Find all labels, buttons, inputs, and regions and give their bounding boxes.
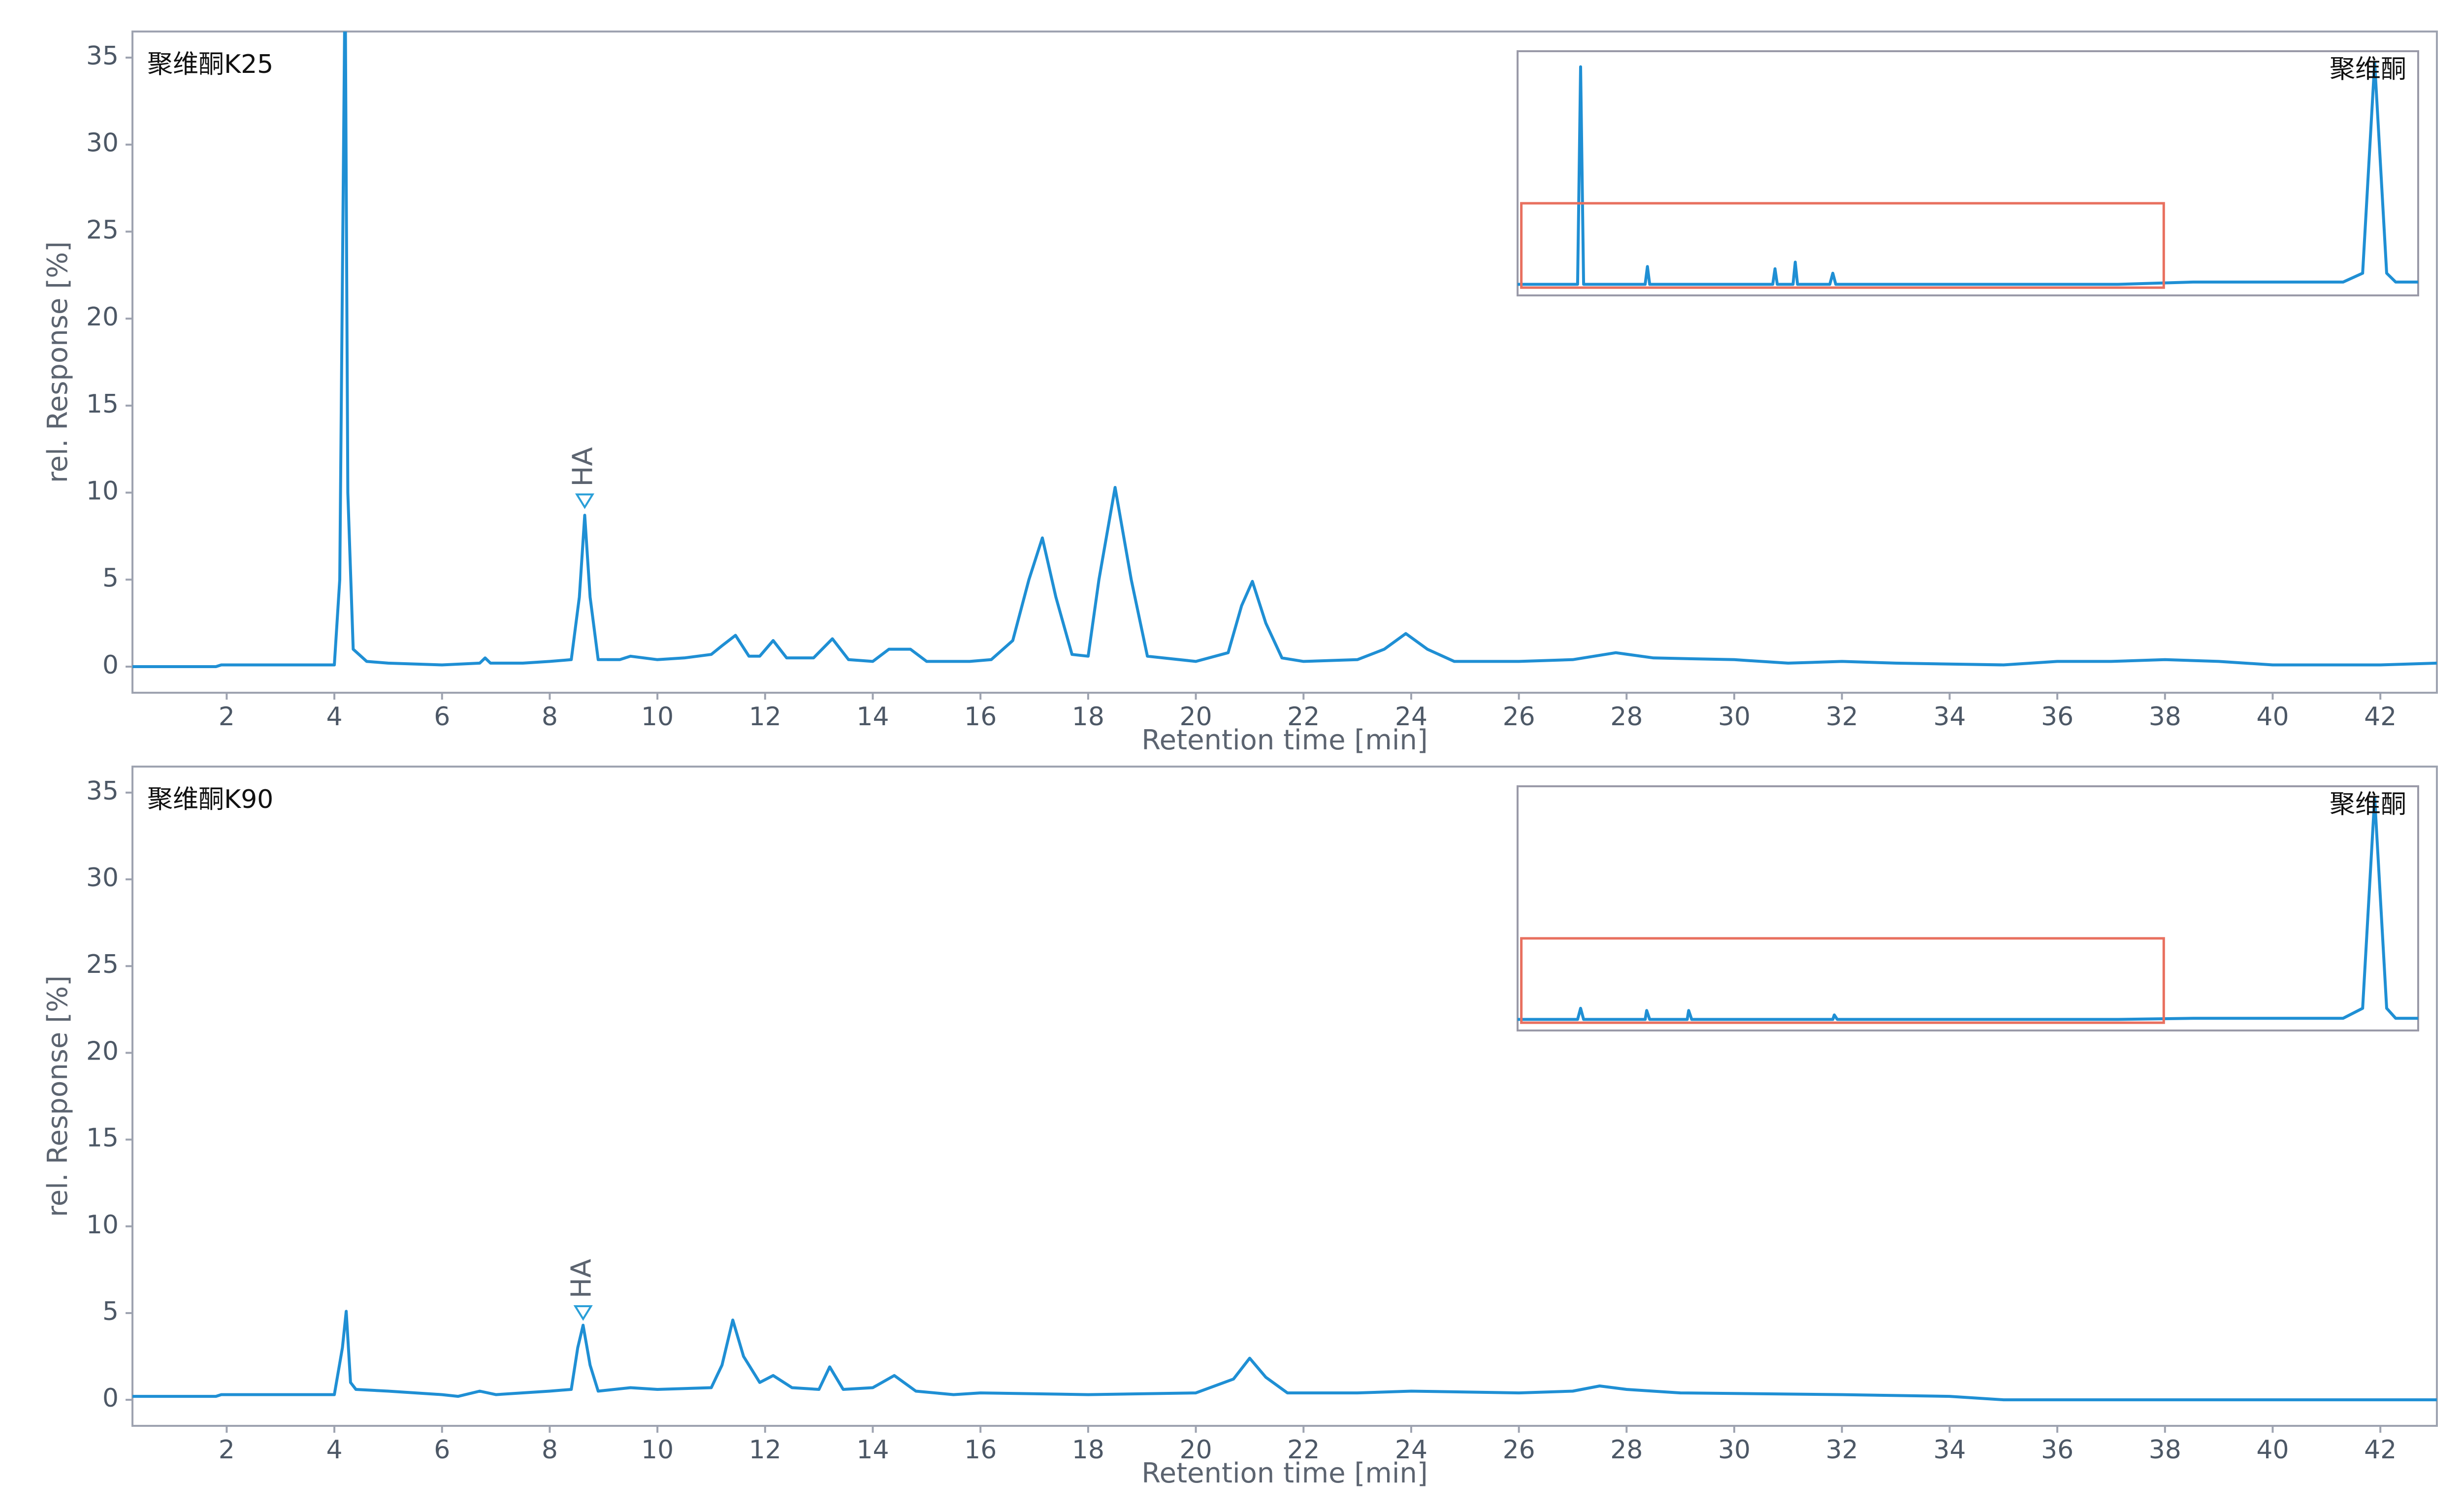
x-tick-label: 38 [2149,702,2181,732]
y-axis-label: rel. Response [%] [42,975,74,1217]
x-tick-label: 10 [641,702,674,732]
y-tick-label: 20 [86,302,119,332]
trace [1518,796,2418,1021]
x-tick-label: 38 [2149,1435,2181,1465]
x-tick-label: 34 [1933,702,1966,732]
y-tick-label: 30 [86,129,119,158]
x-tick-label: 24 [1395,1435,1427,1465]
x-tick-label: 2 [219,702,235,732]
x-tick-label: 40 [2256,1435,2289,1465]
zoom-box [1520,202,2165,289]
y-tick-label: 15 [86,389,119,419]
x-tick-label: 42 [2364,702,2397,732]
x-tick-label: 10 [641,1435,674,1465]
zoom-box [1520,937,2165,1024]
x-axis-label: Retention time [min] [1141,1457,1427,1489]
y-tick-label: 0 [102,650,119,680]
x-tick-label: 30 [1718,1435,1750,1465]
x-tick-label: 14 [856,702,889,732]
x-tick-label: 18 [1072,1435,1104,1465]
y-axis-label: rel. Response [%] [42,241,74,483]
x-tick-label: 36 [2041,1435,2073,1465]
plot-frame [131,31,2438,694]
y-tick-label: 35 [86,41,119,71]
y-tick-label: 20 [86,1036,119,1066]
x-tick-label: 6 [434,1435,450,1465]
x-tick-label: 12 [749,702,781,732]
x-tick-label: 2 [219,1435,235,1465]
x-tick-label: 32 [1826,702,1858,732]
x-tick-label: 12 [749,1435,781,1465]
y-tick-label: 10 [86,1210,119,1240]
x-tick-label: 36 [2041,702,2073,732]
x-tick-label: 40 [2256,702,2289,732]
y-tick-label: 35 [86,776,119,806]
peak-marker [575,493,595,510]
inset-label: 聚维酮 [2330,55,2406,84]
x-axis-label: Retention time [min] [1141,724,1427,756]
x-tick-label: 22 [1287,1435,1320,1465]
x-tick-label: 8 [542,1435,558,1465]
x-tick-label: 8 [542,702,558,732]
y-tick-label: 10 [86,477,119,506]
y-tick-label: 5 [102,563,119,593]
plot-frame [131,766,2438,1427]
x-tick-label: 30 [1718,702,1750,732]
peak-marker [573,1305,593,1321]
y-tick-label: 0 [102,1383,119,1413]
peak-annotation: HA [567,447,599,486]
trace [132,1310,2437,1402]
sample-label: 聚维酮K90 [147,785,273,814]
sample-label: 聚维酮K25 [147,50,273,79]
x-tick-label: 4 [326,1435,342,1465]
x-tick-label: 14 [856,1435,889,1465]
inset-label: 聚维酮 [2330,790,2406,819]
x-tick-label: 24 [1395,702,1427,732]
x-tick-label: 22 [1287,702,1320,732]
x-tick-label: 32 [1826,1435,1858,1465]
x-tick-label: 34 [1933,1435,1966,1465]
x-tick-label: 16 [964,702,997,732]
x-tick-label: 4 [326,702,342,732]
x-tick-label: 42 [2364,1435,2397,1465]
inset-frame [1517,785,2419,1031]
y-tick-label: 15 [86,1124,119,1153]
x-tick-label: 26 [1503,702,1535,732]
trace [132,32,2437,668]
panel: 2 4 6 8 10 12 14 16 18 20 22 24 26 28 30 32 34 36 38 40 4205… [42,31,2438,756]
x-tick-label: 28 [1610,1435,1643,1465]
y-tick-label: 30 [86,863,119,893]
inset-frame [1517,50,2419,296]
y-tick-label: 25 [86,215,119,245]
trace [1518,61,2418,286]
peak-annotation: HA [565,1259,597,1298]
x-tick-label: 18 [1072,702,1104,732]
x-tick-label: 16 [964,1435,997,1465]
panel: 2 4 6 8 10 12 14 16 18 20 22 24 26 28 30 32 34 36 38 40 4205… [42,766,2438,1489]
y-tick-label: 25 [86,950,119,979]
x-tick-label: 20 [1179,702,1212,732]
x-tick-label: 20 [1179,1435,1212,1465]
x-tick-label: 28 [1610,702,1643,732]
y-tick-label: 5 [102,1297,119,1326]
x-tick-label: 6 [434,702,450,732]
x-tick-label: 26 [1503,1435,1535,1465]
